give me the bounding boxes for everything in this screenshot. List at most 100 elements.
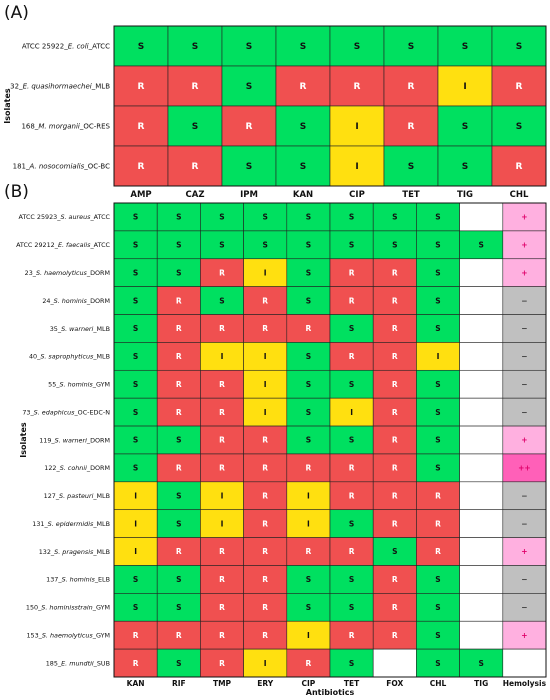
heatmap-cell bbox=[491, 25, 547, 67]
heatmap-cell bbox=[459, 258, 504, 287]
heatmap-cell bbox=[113, 593, 158, 622]
cell-value-label: R bbox=[349, 547, 355, 556]
heatmap-cell bbox=[113, 453, 158, 483]
cell-value-label: R bbox=[349, 631, 355, 640]
cell-value-label: R bbox=[176, 464, 182, 473]
cell-value-label: R bbox=[408, 122, 415, 132]
cell-value-label: R bbox=[392, 408, 398, 417]
cell-value-label: S bbox=[176, 491, 181, 500]
cell-value-label: I bbox=[134, 547, 137, 556]
heatmap-cell bbox=[459, 593, 504, 622]
heatmap-cell bbox=[329, 258, 374, 287]
cell-value-label: I bbox=[264, 380, 267, 389]
cell-value-label: S bbox=[408, 162, 414, 172]
heatmap-cell bbox=[459, 314, 504, 343]
cell-value-label: R bbox=[262, 296, 268, 305]
row-label: 181_A. nosocomialis_OC-BC bbox=[13, 162, 110, 170]
cell-value-label: R bbox=[262, 519, 268, 528]
cell-value-label: S bbox=[349, 575, 354, 584]
cell-value-label: R bbox=[262, 324, 268, 333]
heatmap-cell bbox=[243, 397, 288, 427]
heatmap-cell bbox=[502, 314, 547, 343]
heatmap-cell bbox=[372, 230, 417, 260]
heatmap-cell bbox=[200, 453, 244, 483]
cell-value-label: R bbox=[392, 324, 398, 333]
row-label: 132_S. pragensis_MLB bbox=[39, 548, 110, 556]
panel-a-heatmap: (A) Isolates ATCC 25922_E. coli_ATCC S S S S S S… bbox=[3, 3, 547, 200]
cell-value-label: S bbox=[435, 603, 440, 612]
panel-b-heatmap: (B) Isolates ATCC 25923_S. aureus_ATCC S S S S… bbox=[4, 182, 547, 697]
heatmap-cell bbox=[286, 286, 331, 315]
heatmap-cell bbox=[286, 537, 331, 566]
cell-value-label: R bbox=[349, 491, 355, 500]
cell-value-label: I bbox=[264, 268, 267, 277]
cell-value-label: R bbox=[435, 491, 441, 500]
cell-value-label: R bbox=[219, 547, 225, 556]
cell-value-label: S bbox=[133, 464, 138, 473]
heatmap-cell bbox=[286, 620, 331, 650]
heatmap-cell bbox=[372, 648, 417, 678]
cell-value-label: S bbox=[478, 241, 483, 250]
cell-value-label: R bbox=[306, 464, 312, 473]
row-label: 122_S. cohnii_DORM bbox=[44, 464, 110, 472]
row-label: 35_S. warneri_MLB bbox=[50, 325, 110, 333]
heatmap-cell bbox=[167, 65, 223, 107]
cell-value-label: S bbox=[300, 122, 306, 132]
cell-value-label: R bbox=[349, 464, 355, 473]
heatmap-cell bbox=[459, 425, 504, 455]
cell-value-label: R bbox=[176, 324, 182, 333]
cell-value-label: S bbox=[349, 519, 354, 528]
x-tick-label: RIF bbox=[172, 679, 186, 688]
heatmap-cell bbox=[275, 145, 331, 187]
cell-value-label: I bbox=[221, 491, 224, 500]
cell-value-label: S bbox=[133, 268, 138, 277]
cell-value-label: I bbox=[221, 352, 224, 361]
y-axis-title: Isolates bbox=[3, 88, 12, 124]
cell-value-label: S bbox=[516, 122, 522, 132]
heatmap-cell bbox=[200, 565, 244, 594]
row-label: 119_S. warneri_DORM bbox=[39, 436, 110, 444]
cell-value-label: I bbox=[463, 82, 466, 92]
cell-value-label: R bbox=[262, 631, 268, 640]
x-tick-label: CIP bbox=[349, 190, 365, 200]
heatmap-cell bbox=[243, 481, 288, 511]
row-label: 32_E. quasihormaechei_MLB bbox=[10, 82, 110, 90]
heatmap-cell bbox=[156, 648, 201, 678]
x-tick-label: CAZ bbox=[186, 190, 205, 200]
row-label: 55_S. hominis_GYM bbox=[48, 381, 110, 389]
heatmap-cell bbox=[286, 230, 331, 260]
heatmap-cell bbox=[329, 565, 374, 594]
panel-label: (A) bbox=[4, 3, 29, 23]
x-axis-title: Antibiotics bbox=[306, 688, 355, 697]
heatmap-cell bbox=[416, 565, 460, 594]
heatmap-cell bbox=[383, 65, 439, 107]
cell-value-label: S bbox=[262, 241, 267, 250]
cell-value-label: S bbox=[138, 42, 144, 52]
heatmap-cell bbox=[113, 620, 158, 650]
cell-value-label: S bbox=[246, 42, 252, 52]
cell-value-label: I bbox=[437, 352, 440, 361]
cell-value-label: I bbox=[264, 408, 267, 417]
x-tick-label: TIG bbox=[474, 679, 488, 688]
cell-value-label: R bbox=[392, 380, 398, 389]
cell-value-label: S bbox=[133, 241, 138, 250]
cell-value-label: R bbox=[435, 519, 441, 528]
cell-value-label: R bbox=[262, 603, 268, 612]
heatmap-cell bbox=[243, 258, 288, 287]
cell-value-label: S bbox=[435, 241, 440, 250]
cell-value-label: + bbox=[521, 436, 527, 445]
x-tick-label: AMP bbox=[130, 190, 151, 200]
heatmap-cell bbox=[459, 453, 504, 483]
heatmap-cell bbox=[416, 342, 460, 371]
heatmap-cell bbox=[156, 453, 201, 483]
panel-label: (B) bbox=[4, 182, 29, 202]
cell-value-label: R bbox=[516, 162, 523, 172]
cell-value-label: − bbox=[521, 603, 527, 612]
cell-value-label: S bbox=[262, 213, 267, 222]
row-label: 131_S. epidermidis_MLB bbox=[32, 520, 110, 528]
heatmap-cell bbox=[502, 397, 547, 427]
cell-value-label: S bbox=[306, 575, 311, 584]
cell-value-label: R bbox=[176, 296, 182, 305]
cell-value-label: S bbox=[176, 519, 181, 528]
heatmap-cell bbox=[200, 425, 244, 455]
